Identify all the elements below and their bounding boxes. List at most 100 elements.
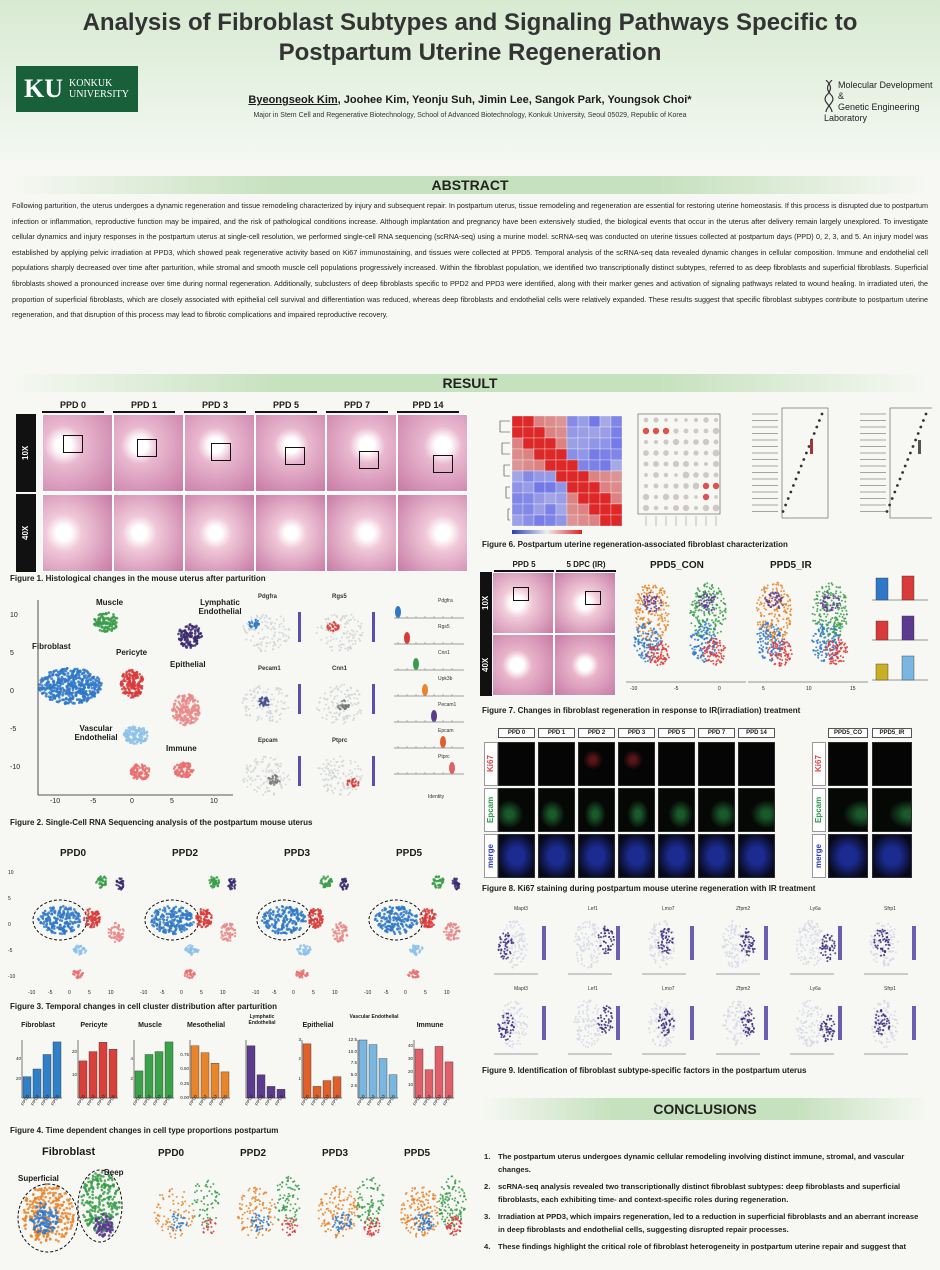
fig1-day-bar: [42, 411, 104, 413]
fig2-cluster-label: Immune: [166, 744, 197, 753]
feature-hot: [336, 699, 350, 711]
fig8-stain-image: [498, 834, 535, 878]
fig9-gene-title: Mapt3: [514, 906, 528, 912]
fig4-bar: [444, 1061, 454, 1099]
fig3-vasc: [184, 944, 200, 956]
fig9-bg: [500, 1000, 529, 1049]
figure-2: Muscle Lymphatic Endothelial Fibroblast Per…: [8, 590, 470, 812]
fig4-y-tick: 20: [71, 1048, 77, 1054]
fig9-hot: [819, 933, 837, 963]
immune-cluster-2: [172, 761, 195, 779]
fig6-dotplot: [637, 413, 721, 526]
fig2-cluster-label: Muscle: [96, 598, 124, 607]
fig3-x-tick: -10: [28, 990, 36, 996]
fig7-umap: [626, 582, 746, 683]
fig8-col-header: PPD 0: [498, 728, 535, 738]
fig3-x-tick: -10: [364, 990, 372, 996]
fig9-gene-title: Lmo7: [662, 906, 675, 912]
conclusion-item: 1. The postpartum uterus undergoes dynami…: [484, 1150, 924, 1176]
fig4-y-tick: 0.50: [180, 1066, 189, 1071]
fig5-deep: [356, 1176, 385, 1229]
feature-hot: [326, 620, 340, 633]
fig7-lobe-purple: [819, 591, 841, 613]
fig3-lymph: [339, 877, 350, 891]
fig3-x-tick: 5: [200, 990, 203, 996]
fig6-panels: [499, 407, 932, 534]
conclusion-text: scRNA-seq analysis revealed two transcri…: [498, 1182, 901, 1204]
fig1-row-label: 40X: [16, 494, 36, 572]
fig3-muscle: [431, 875, 445, 889]
fig3-x-tick: -10: [140, 990, 148, 996]
fig5-deep: [274, 1175, 301, 1225]
fig2-feature-gene: Pdgfra: [258, 594, 278, 600]
figure-9: Mapt3 Lef1 Lmo7 Zfpm2 Ly6a Sfrp1 Mapt3 Lef1 Lmo7…: [480, 904, 932, 1060]
fig4-bar: [378, 1058, 388, 1099]
figure-1-caption: Figure 1. Histological changes in the mo…: [10, 574, 266, 583]
fig9-bg: [721, 1000, 751, 1046]
immune-cluster: [129, 763, 151, 781]
fig5-label-superficial: Superficial: [18, 1174, 59, 1183]
figure-8: PPD 0 PPD 1 PPD 2 PPD 3 PPD 5 PPD 7 PPD 14 PPD5…: [480, 724, 932, 878]
figure-6: [480, 400, 932, 536]
fig9-hot: [597, 1005, 614, 1034]
fig9-hot: [873, 1009, 891, 1036]
fig5-sub1: [413, 1211, 435, 1232]
fig3-x-tick: 5: [312, 990, 315, 996]
logo-line1: KONKUK: [69, 78, 113, 89]
fig1-day-bar: [255, 411, 317, 413]
fig3-fibro: [150, 905, 195, 936]
fig5-sub1: [250, 1212, 270, 1233]
fig8-col-header: PPD 7: [698, 728, 735, 738]
fig7-lobe-red: [701, 637, 727, 666]
fig4-y-tick: 2.5: [350, 1083, 357, 1089]
fig7-histology-cell: [554, 572, 616, 634]
fig8-stain-image: [698, 788, 735, 832]
fig7-zoom-box: [513, 587, 529, 601]
vascular-cluster: [122, 725, 149, 745]
fig7-proportion-bars: [872, 575, 928, 681]
fig8-stain-image: [738, 834, 775, 878]
conclusion-number: 3.: [484, 1212, 491, 1221]
fig4-bar: [388, 1074, 398, 1099]
fig5-sub2: [363, 1217, 381, 1237]
fig1-histology-cell: [42, 414, 113, 492]
fig4-bar: [434, 1046, 444, 1099]
conclusion-item: 4. These findings highlight the critical …: [484, 1240, 924, 1253]
fig4-chart-title: Epithelial: [302, 1022, 334, 1029]
fig3-x-tick: 0: [404, 990, 407, 996]
fig9-gene-title: Lef1: [588, 986, 598, 992]
fig4-bar-chart: [301, 1040, 342, 1099]
fig4-bar: [108, 1049, 118, 1099]
fig3-x-tick: 0: [180, 990, 183, 996]
fig8-stain-image: [698, 834, 735, 878]
fig2-cluster-label: Epithelial: [170, 660, 206, 669]
feature-bg: [315, 613, 364, 652]
fig3-x-tick: -5: [160, 990, 165, 996]
fig1-zoom-box: [137, 439, 157, 457]
fig4-chart-title: Muscle: [138, 1022, 162, 1029]
feature-bg: [241, 684, 290, 723]
fig9-feature-plot: [568, 920, 620, 975]
fig5-panel-title: PPD0: [158, 1148, 185, 1159]
fig5-sub2: [281, 1216, 299, 1237]
fig8-stain-image: [658, 834, 695, 878]
muscle-cluster: [93, 611, 119, 634]
fig9-feature-plot: [864, 922, 916, 975]
fig4-y-tick: 4: [130, 1056, 133, 1062]
conclusion-text: Irradiation at PPD3, which impairs regen…: [498, 1212, 919, 1234]
deep-sub: [93, 1212, 114, 1238]
fig1-day-bar: [397, 411, 459, 413]
fig3-imm: [295, 969, 309, 979]
fig4-bar-chart: [133, 1040, 174, 1099]
fig5-label-deep: Deep: [104, 1168, 124, 1177]
fig2-feature-plot: [315, 683, 375, 725]
fig1-histology-cell: [255, 414, 326, 492]
conclusions-band: [480, 1098, 930, 1120]
fig4-bar: [134, 1070, 144, 1099]
fig8-stain-image: [738, 788, 775, 832]
fig1-histology-cell: [397, 494, 468, 572]
fig2-violin-gene: Epcam: [438, 728, 454, 734]
fig1-zoom-box: [211, 443, 231, 461]
figure-6-caption: Figure 6. Postpartum uterine regeneratio…: [482, 540, 788, 549]
